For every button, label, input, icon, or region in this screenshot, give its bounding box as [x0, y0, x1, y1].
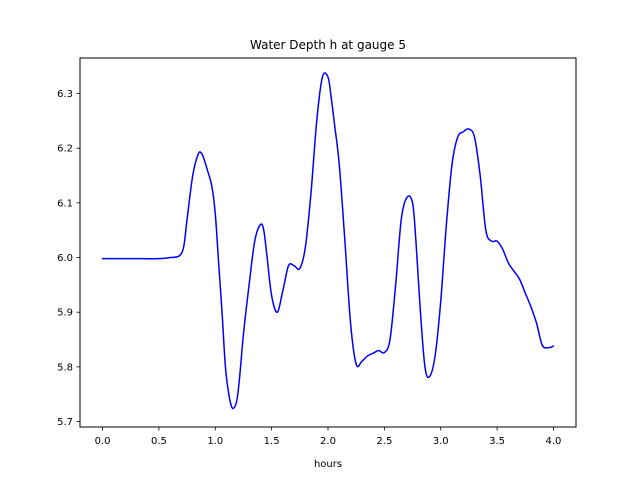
x-axis-title: hours [314, 459, 342, 470]
x-tick-label: 3.5 [489, 436, 505, 447]
y-tick-label: 6.2 [57, 144, 73, 155]
y-tick-label: 6.3 [57, 89, 73, 100]
x-tick-label: 1.5 [264, 436, 280, 447]
x-tick-label: 3.0 [433, 436, 449, 447]
y-tick-label: 6.1 [57, 198, 73, 209]
y-tick-label: 5.9 [57, 308, 73, 319]
x-tick-label: 0.5 [151, 436, 167, 447]
chart-title: Water Depth h at gauge 5 [250, 38, 406, 52]
y-tick-label: 6.0 [57, 253, 73, 264]
y-axis: 5.7 5.8 5.9 6.0 6.1 6.2 6.3 [57, 89, 80, 428]
y-tick-label: 5.8 [57, 362, 73, 373]
x-tick-label: 2.0 [320, 436, 336, 447]
series-layer [101, 72, 555, 410]
x-tick-label: 2.5 [376, 436, 392, 447]
y-tick-label: 5.7 [57, 417, 73, 428]
x-tick-label: 0.0 [95, 436, 111, 447]
plot-area [79, 57, 577, 428]
x-tick-label: 1.0 [207, 436, 223, 447]
series-line-0 [101, 72, 555, 410]
x-axis: 0.0 0.5 1.0 1.5 2.0 2.5 3.0 3.5 4.0 [95, 427, 562, 447]
x-tick-label: 4.0 [546, 436, 562, 447]
plot-background [80, 58, 576, 427]
